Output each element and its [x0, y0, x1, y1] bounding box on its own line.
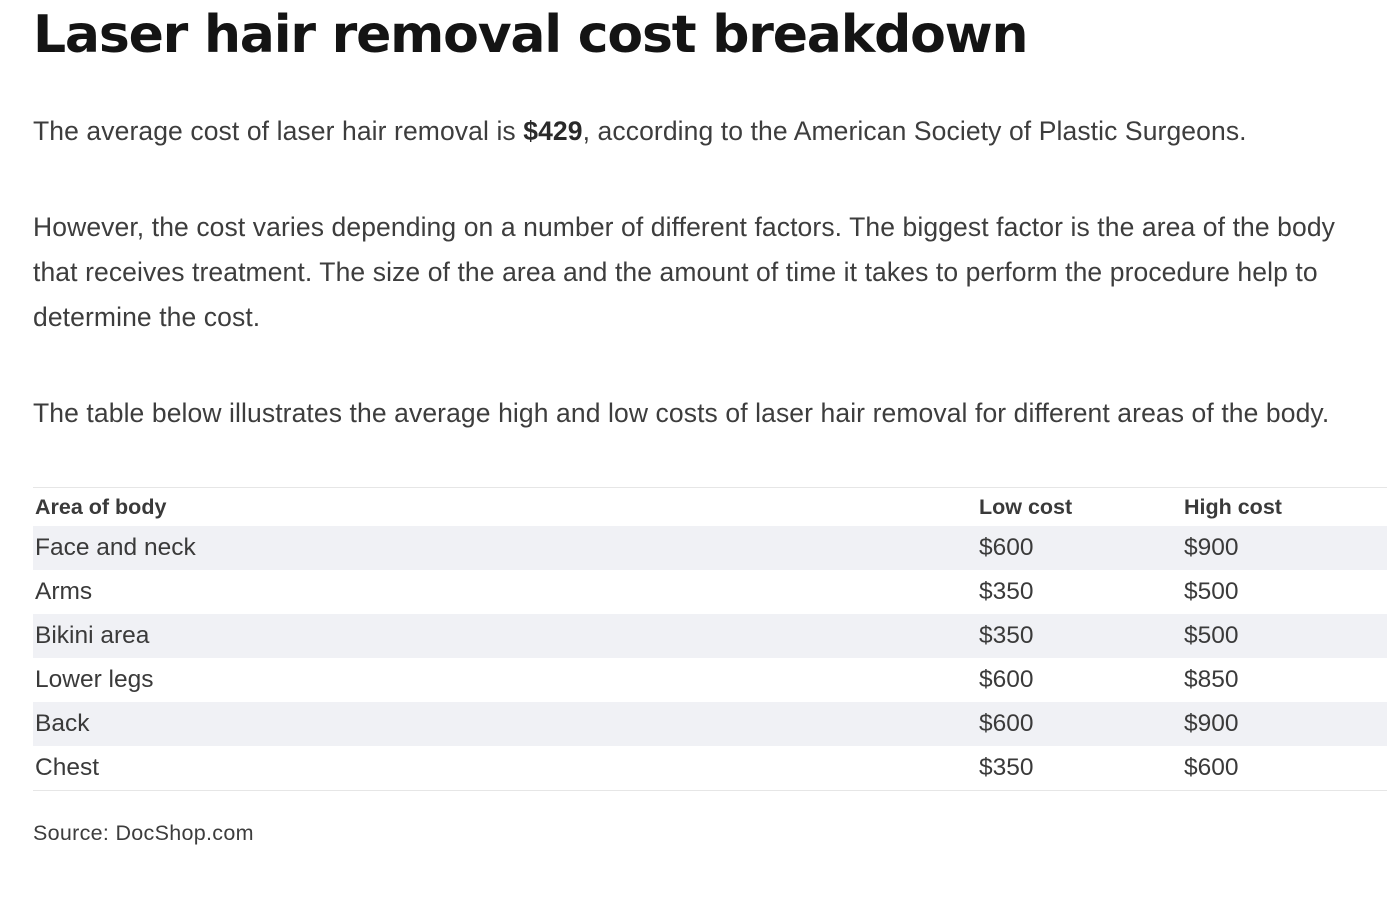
cell-high-cost: $500 — [1181, 614, 1387, 658]
cell-low-cost: $350 — [977, 746, 1182, 791]
cell-high-cost: $850 — [1181, 658, 1387, 702]
cell-low-cost: $350 — [977, 614, 1182, 658]
cell-low-cost: $600 — [977, 658, 1182, 702]
table-header-row: Area of body Low cost High cost — [33, 488, 1387, 527]
intro-paragraph: The average cost of laser hair removal i… — [33, 109, 1387, 154]
cell-area: Back — [33, 702, 977, 746]
cell-high-cost: $900 — [1181, 702, 1387, 746]
table-row: Chest $350 $600 — [33, 746, 1387, 791]
table-row: Bikini area $350 $500 — [33, 614, 1387, 658]
cost-table: Area of body Low cost High cost Face and… — [33, 487, 1387, 791]
page-title: Laser hair removal cost breakdown — [33, 5, 1028, 65]
cell-high-cost: $500 — [1181, 570, 1387, 614]
cell-high-cost: $600 — [1181, 746, 1387, 791]
factors-paragraph: However, the cost varies depending on a … — [33, 212, 1336, 332]
header-area-of-body: Area of body — [35, 494, 167, 519]
table-row: Lower legs $600 $850 — [33, 658, 1387, 702]
table-row: Back $600 $900 — [33, 702, 1387, 746]
table-intro-paragraph: The table below illustrates the average … — [33, 398, 1330, 428]
cell-area: Lower legs — [33, 658, 977, 702]
table-row: Arms $350 $500 — [33, 570, 1387, 614]
source-caption: Source: DocShop.com — [33, 821, 254, 845]
cell-low-cost: $350 — [977, 570, 1182, 614]
table-row: Face and neck $600 $900 — [33, 526, 1387, 570]
cell-area: Bikini area — [33, 614, 977, 658]
cell-low-cost: $600 — [977, 526, 1182, 570]
article: Laser hair removal cost breakdown The av… — [33, 0, 1387, 846]
cell-low-cost: $600 — [977, 702, 1182, 746]
intro-text-after: , according to the American Society of P… — [582, 116, 1247, 146]
average-cost-highlight: $429 — [523, 116, 583, 146]
header-high-cost: High cost — [1183, 494, 1282, 519]
intro-text-before: The average cost of laser hair removal i… — [33, 116, 524, 146]
cell-area: Arms — [33, 570, 977, 614]
header-low-cost: Low cost — [979, 494, 1073, 519]
cell-area: Chest — [33, 746, 977, 791]
cell-area: Face and neck — [33, 526, 977, 570]
cell-high-cost: $900 — [1181, 526, 1387, 570]
